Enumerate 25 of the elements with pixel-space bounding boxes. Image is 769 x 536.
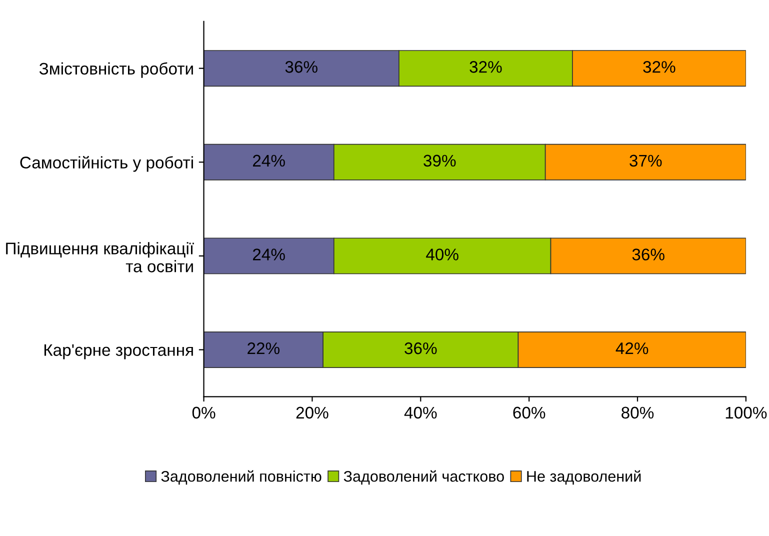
data-label: 36% bbox=[632, 248, 664, 260]
y-tick-label: Змістовність роботи bbox=[39, 62, 193, 78]
data-label: 32% bbox=[470, 61, 502, 73]
data-label: 39% bbox=[424, 154, 456, 167]
data-label: 37% bbox=[630, 154, 662, 167]
data-label: 24% bbox=[253, 248, 285, 260]
x-tick-label: 60% bbox=[513, 406, 546, 419]
x-tick-label: 80% bbox=[622, 406, 654, 419]
y-tick-label: Кар'єрне зростання bbox=[44, 344, 193, 360]
y-tick-label: Підвищення кваліфікації та освіти bbox=[6, 242, 194, 272]
legend-label: Не задоволений bbox=[527, 470, 641, 485]
data-label: 36% bbox=[285, 61, 318, 73]
x-tick-label: 20% bbox=[296, 406, 328, 419]
data-label: 42% bbox=[616, 342, 648, 354]
x-tick-label: 100% bbox=[726, 406, 767, 419]
y-tick-label: Самостійність у роботі bbox=[20, 156, 193, 172]
legend-label: Задоволений частково bbox=[344, 470, 504, 485]
x-tick-label: 40% bbox=[404, 406, 437, 419]
x-tick-label: 0% bbox=[192, 406, 216, 419]
data-label: 36% bbox=[404, 342, 437, 354]
data-label: 32% bbox=[643, 61, 676, 73]
legend-label: Задоволений повністю bbox=[161, 470, 322, 485]
data-label: 24% bbox=[253, 154, 285, 167]
data-label: 22% bbox=[248, 342, 280, 354]
data-label: 40% bbox=[426, 248, 458, 260]
